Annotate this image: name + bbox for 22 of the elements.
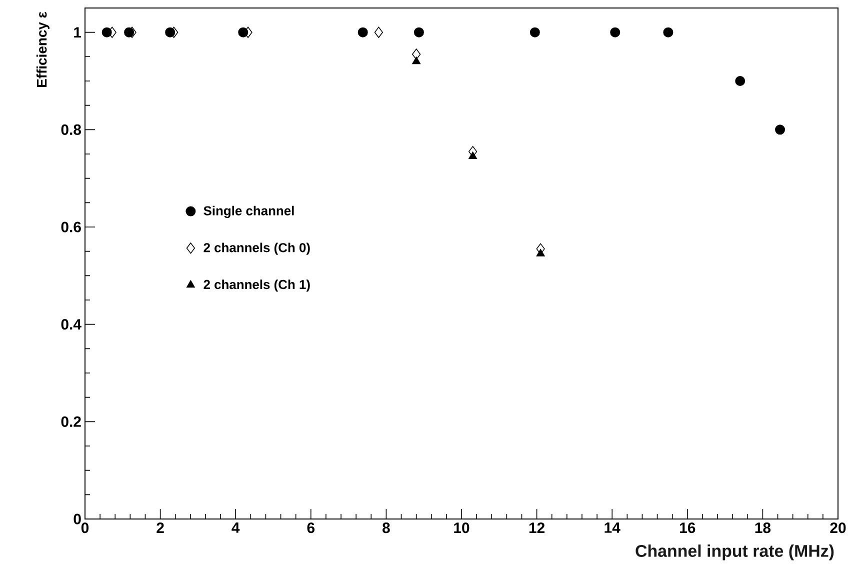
y-tick-label: 0.4 [61,319,82,330]
x-tick-label: 4 [232,522,240,533]
x-tick-label: 10 [454,522,470,534]
y-tick-label: 0.2 [61,416,81,427]
x-tick-label: 8 [382,522,390,534]
x-tick-label: 6 [307,522,315,534]
x-tick-label: 16 [680,522,696,534]
x-tick-label: 14 [604,522,620,533]
x-tick-label: 0 [81,522,89,534]
legend-label: 2 channels (Ch 0) [204,242,310,255]
x-tick-label: 12 [529,522,545,533]
y-axis-title: Efficiency ε [36,12,50,87]
y-tick-label: 0.6 [61,222,81,232]
x-tick-label: 20 [830,522,846,534]
x-tick-label: 2 [156,522,164,533]
legend-label: 2 channels (Ch 1) [204,280,310,292]
legend-label: Single channel [204,206,294,218]
x-tick-label: 18 [755,522,771,534]
y-tick-label: 0.8 [61,124,82,135]
y-tick-label: 1 [74,27,82,38]
x-axis-title: Channel input rate (MHz) [636,544,834,560]
y-tick-label: 0 [74,514,81,524]
